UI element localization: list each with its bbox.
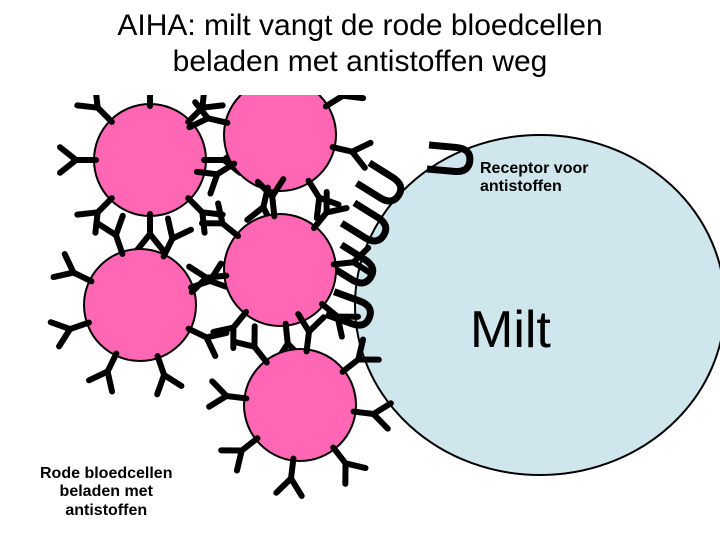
rbc-caption-line1: Rode bloedcellen [40, 465, 172, 482]
rbc-caption-line2: beladen met [60, 483, 153, 500]
page-title: AIHA: milt vangt de rode bloedcellen bel… [0, 8, 720, 80]
diagram-canvas: Receptor voor antistoffen Milt Rode bloe… [0, 95, 720, 515]
milt-label: Milt [470, 300, 551, 360]
receptor-label-line1: Receptor voor [480, 160, 588, 177]
diagram-svg [0, 95, 720, 515]
rbc-caption-line3: antistoffen [65, 502, 147, 519]
antibody-icon [60, 147, 96, 173]
receptor-label-line2: antistoffen [480, 178, 562, 195]
antibody-icon [294, 314, 324, 353]
antibody-icon [276, 457, 306, 496]
title-line-2: beladen met antistoffen weg [173, 45, 548, 78]
antibody-icon [209, 381, 248, 411]
antibody-icon [352, 399, 391, 429]
rbc-cell [209, 314, 391, 496]
title-line-1: AIHA: milt vangt de rode bloedcellen [117, 9, 602, 42]
rbc-caption: Rode bloedcellen beladen met antistoffen [40, 465, 172, 520]
antibody-icon [137, 214, 163, 250]
receptor-label: Receptor voor antistoffen [480, 160, 588, 197]
